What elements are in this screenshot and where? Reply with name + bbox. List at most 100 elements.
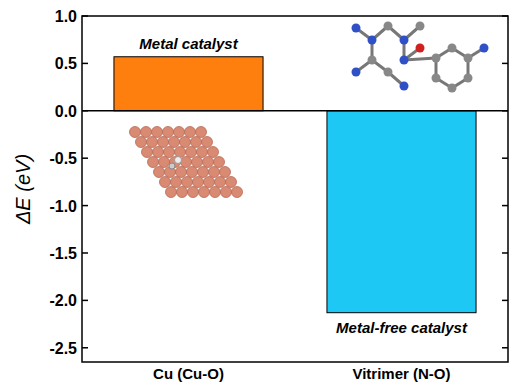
copper-atom (197, 147, 208, 158)
adsorbate-atom (175, 157, 182, 164)
y-tick-right (502, 252, 508, 254)
molecule-atom (432, 54, 441, 63)
y-tick-right (502, 205, 508, 207)
copper-atom (163, 127, 174, 138)
annotation: Metal-free catalyst (336, 319, 468, 336)
molecule-atom (352, 24, 361, 33)
y-tick (82, 15, 88, 17)
copper-atom (164, 147, 175, 158)
y-tick-right (502, 347, 508, 349)
molecule-atom (416, 44, 425, 53)
copper-atom (220, 167, 231, 178)
copper-atom (154, 167, 165, 178)
copper-atom (169, 137, 180, 148)
molecule-bond (404, 58, 436, 60)
y-tick-label: 1.0 (55, 8, 77, 25)
copper-atom (176, 167, 187, 178)
y-tick-right (502, 157, 508, 159)
molecule-atom (400, 36, 409, 45)
bar (114, 57, 263, 111)
copper-atom (191, 137, 202, 148)
y-tick-label: -0.5 (49, 150, 77, 167)
molecule-atom (464, 54, 473, 63)
copper-atom (209, 167, 220, 178)
copper-atom (148, 157, 159, 168)
plot-frame (82, 16, 508, 362)
copper-atom (171, 177, 182, 188)
copper-atom (188, 187, 199, 198)
copper-atom (153, 147, 164, 158)
zero-line (82, 110, 508, 112)
copper-atom (181, 157, 192, 168)
y-tick-label: -1.5 (49, 245, 77, 262)
copper-atom (166, 187, 177, 198)
copper-atom (199, 187, 210, 198)
copper-atom (202, 137, 213, 148)
copper-atom (142, 147, 153, 158)
copper-atom (226, 177, 237, 188)
copper-atom (187, 167, 198, 178)
y-tick-label: 0.0 (55, 103, 77, 120)
copper-atom (198, 167, 209, 178)
y-tick (82, 300, 88, 302)
copper-atom (159, 157, 170, 168)
copper-atom (193, 177, 204, 188)
adsorbate-atom (169, 163, 175, 169)
molecule-atom (368, 56, 377, 65)
copper-atom (204, 177, 215, 188)
molecule-atom (432, 74, 441, 83)
copper-atom (130, 127, 141, 138)
y-tick (82, 157, 88, 159)
bar (327, 111, 476, 313)
chart-svg: -2.5 -2.0 -1.5 -1.0 -0.5 0.0 0.5 1.0 Cu (Cu-O) Vi… (0, 0, 519, 384)
y-tick-label: -1.0 (49, 198, 77, 215)
copper-atom (232, 187, 243, 198)
y-tick-right (502, 300, 508, 302)
copper-atom (215, 177, 226, 188)
y-tick-label: -2.5 (49, 340, 77, 357)
molecule-atom (368, 36, 377, 45)
y-tick-label: 0.5 (55, 55, 77, 72)
x-tick-label: Cu (Cu-O) (153, 365, 224, 382)
molecule-atom (464, 74, 473, 83)
copper-atom (221, 187, 232, 198)
copper-atom (175, 147, 186, 158)
molecule-atom (400, 56, 409, 65)
copper-atom (203, 157, 214, 168)
copper-atom (177, 187, 188, 198)
copper-atom (208, 147, 219, 158)
copper-atom (182, 177, 193, 188)
x-tick-label: Vitrimer (N-O) (352, 365, 450, 382)
copper-atom (186, 147, 197, 158)
molecule-atom (448, 44, 457, 53)
y-tick-right (502, 15, 508, 17)
annotation: Metal catalyst (139, 35, 238, 52)
copper-atom (158, 137, 169, 148)
chart-container: -2.5 -2.0 -1.5 -1.0 -0.5 0.0 0.5 1.0 Cu (Cu-O) Vi… (0, 0, 519, 384)
copper-atom (185, 127, 196, 138)
copper-atom (136, 137, 147, 148)
molecule-atom (400, 82, 409, 91)
y-tick-right (502, 63, 508, 65)
copper-slab-image (130, 127, 243, 198)
y-tick (82, 63, 88, 65)
molecule-atom (416, 22, 425, 31)
y-tick (82, 347, 88, 349)
y-tick-label: -2.0 (49, 292, 77, 309)
y-tick (82, 252, 88, 254)
copper-atom (174, 127, 185, 138)
y-tick (82, 205, 88, 207)
molecule-atom (448, 84, 457, 93)
bars (114, 57, 476, 313)
y-axis-label: ΔE (eV) (12, 154, 34, 225)
y-tick (82, 110, 88, 112)
molecule-atom (384, 68, 393, 77)
copper-atom (196, 127, 207, 138)
y-tick-right (502, 110, 508, 112)
copper-atom (147, 137, 158, 148)
molecule-atom (480, 44, 489, 53)
copper-atom (192, 157, 203, 168)
molecule-atom (384, 22, 393, 31)
copper-atom (160, 177, 171, 188)
copper-atom (141, 127, 152, 138)
